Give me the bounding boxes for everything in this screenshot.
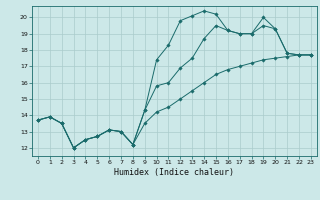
X-axis label: Humidex (Indice chaleur): Humidex (Indice chaleur): [115, 168, 234, 177]
